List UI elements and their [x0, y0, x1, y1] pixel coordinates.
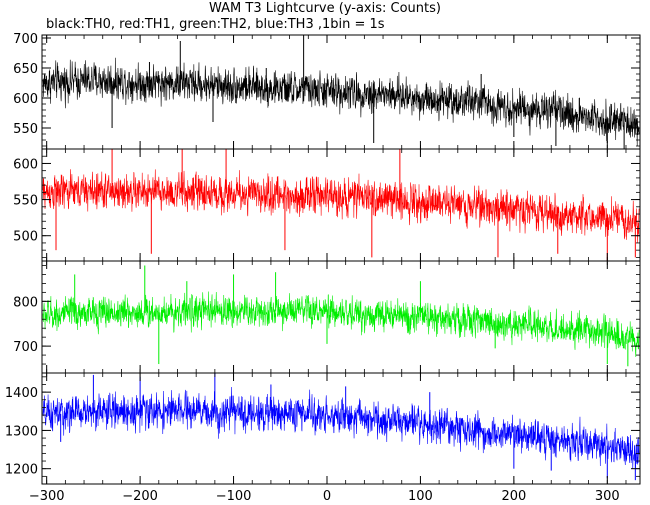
panel-TH0: 550 600 650 700 — [13, 32, 641, 150]
y-tick-label: 700 — [13, 32, 38, 47]
y-tick-label: 600 — [13, 157, 38, 172]
x-tick-label: 300 — [595, 489, 620, 504]
x-tick-label: −200 — [122, 489, 158, 504]
chart-subtitle: black:TH0, red:TH1, green:TH2, blue:TH3 … — [46, 17, 385, 32]
x-tick-label: 200 — [501, 489, 526, 504]
y-tick-label: 1400 — [5, 386, 38, 401]
series-line-TH2 — [42, 291, 640, 357]
series-line-TH1 — [42, 169, 640, 243]
x-tick-label: −300 — [29, 489, 65, 504]
y-tick-label: 1300 — [5, 424, 38, 439]
y-tick-label: 650 — [13, 62, 38, 77]
x-tick-label: 100 — [408, 489, 433, 504]
panel-TH1: 500 550 600 — [13, 148, 641, 262]
chart-title: WAM T3 Lightcurve (y-axis: Counts) — [209, 1, 441, 16]
panel-frame — [41, 372, 641, 485]
panel-TH2: 700 800 — [13, 260, 641, 374]
y-tick-label: 550 — [13, 122, 38, 137]
y-tick-label: 500 — [13, 230, 38, 245]
x-tick-label: 0 — [323, 489, 331, 504]
series-line-TH3 — [42, 387, 640, 469]
y-tick-label: 700 — [13, 340, 38, 355]
y-tick-label: 550 — [13, 194, 38, 209]
y-tick-label: 600 — [13, 92, 38, 107]
y-tick-label: 1200 — [5, 463, 38, 478]
y-tick-label: 800 — [13, 295, 38, 310]
series-line-TH0 — [42, 57, 640, 146]
x-tick-label: −100 — [216, 489, 252, 504]
panel-TH3: 1200 1300 1400 — [5, 372, 641, 485]
